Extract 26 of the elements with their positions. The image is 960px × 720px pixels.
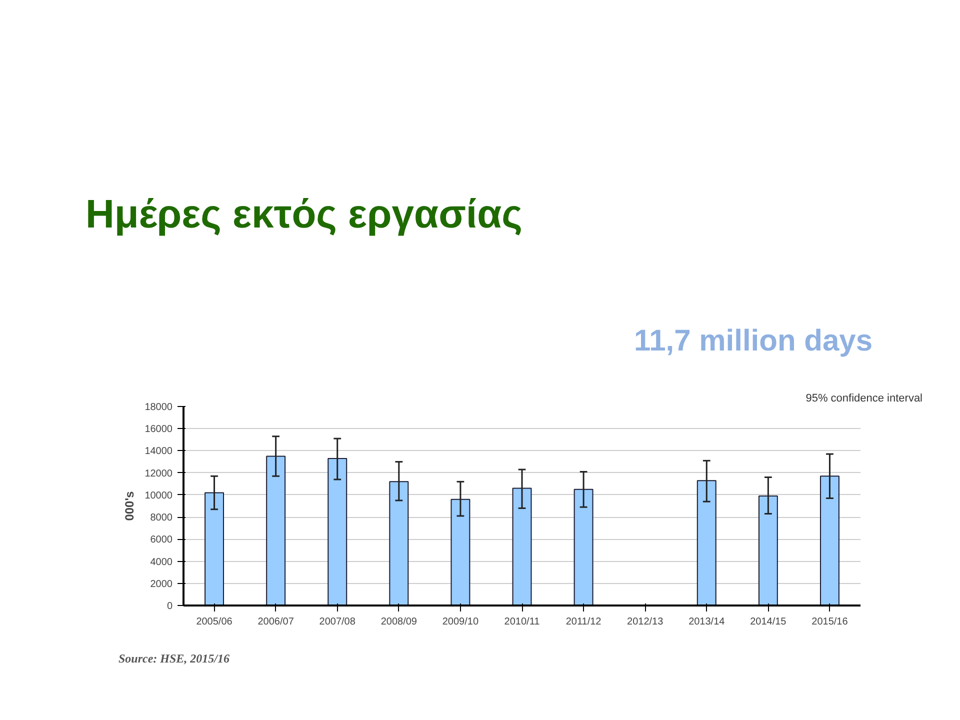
x-tick-label: 2008/09 [380,616,418,628]
text: 95% confidence interval [806,392,922,404]
x-tick-label: 2011/12 [566,616,602,628]
y-tick-label: 12000 [144,468,173,480]
y-tick-label: 18000 [144,402,173,413]
x-tick-label: 2015/16 [812,616,848,628]
y-tick-label: 6000 [150,534,173,546]
y-tick-label: 10000 [144,490,173,502]
x-tick-label: 2005/06 [196,616,233,628]
y-tick-label: 0 [166,601,173,612]
x-tick-label: 2010/11 [504,616,540,628]
x-tick-label: 2012/13 [627,616,664,628]
x-tick-label: 2009/10 [442,616,479,628]
y-tick-label: 4000 [150,556,173,568]
y-tick-label: 14000 [144,446,173,458]
y-axis-title: 000's [122,490,137,521]
chart-title: Ημέρες εκτός εργασίας [86,192,522,236]
y-tick-label: 2000 [150,578,173,590]
x-tick-label: 2007/08 [319,616,356,628]
x-tick-label: 2006/07 [258,616,294,628]
x-tick-label: 2014/15 [750,616,787,628]
x-tick-label: 2013/14 [688,616,726,628]
chart-subtitle: 11,7 million days [634,324,873,358]
y-tick-label: 16000 [144,424,173,436]
source-note: Source: HSE, 2015/16 [118,652,230,666]
y-tick-label: 8000 [150,512,173,524]
